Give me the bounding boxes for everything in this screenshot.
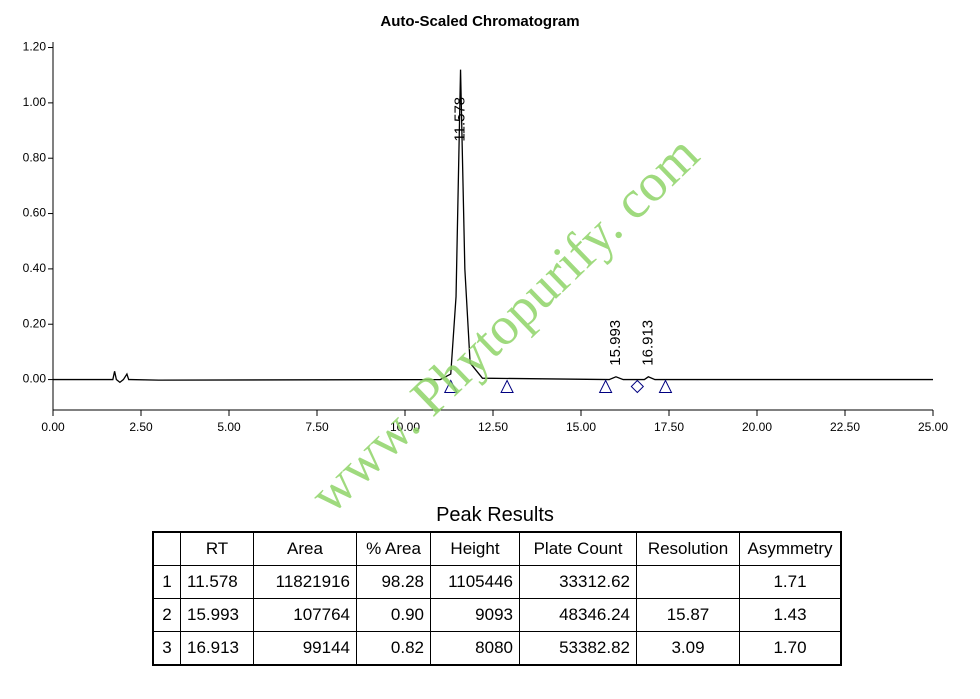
table-cell: 99144 [253,631,357,666]
header-cell: Height [430,531,520,566]
y-tick-label: 0.40 [23,261,47,275]
x-tick-label: 12.50 [478,420,508,434]
header-cell: % Area [356,531,431,566]
header-cell [152,531,181,566]
peak-table: RT Area% Area Height Plate Count Resolution A… [152,531,842,666]
table-cell: 11821916 [253,565,357,599]
table-cell: 1.70 [739,631,842,666]
table-cell: 1.43 [739,598,842,632]
table-cell: 8080 [430,631,520,666]
table-cell: 15.87 [636,598,740,632]
header-cell: Resolution [636,531,740,566]
table-cell: 9093 [430,598,520,632]
table-title: Peak Results [436,504,554,526]
table-cell: 11.578 [180,565,254,599]
peak-label: 11.578 [452,97,469,142]
x-tick-label: 5.00 [217,420,241,434]
table-cell: 0.82 [356,631,431,666]
trace [53,69,933,384]
table-cell: 98.28 [356,565,431,599]
x-tick-label: 7.50 [305,420,329,434]
header-cell: Asymmetry [739,531,842,566]
table-cell: 2 [152,598,181,632]
table-cell: 3 [152,631,181,666]
table-cell: 1 [152,565,181,599]
y-tick-label: 1.00 [23,95,47,109]
peak-label: 16.913 [639,320,656,366]
header-cell: Plate Count [519,531,637,566]
x-tick-label: 0.00 [41,420,65,434]
header-cell: RT [180,531,254,566]
baseline-marker [658,379,673,393]
header-cell: Area [253,531,357,566]
table-cell: 53382.82 [519,631,637,666]
table-row: 2 15.993 107764 0.90 9093 48346.24 15.87 1.43 [152,598,842,632]
x-tick-label: 22.50 [830,420,860,434]
x-tick-label: 2.50 [129,420,153,434]
table-cell: 15.993 [180,598,254,632]
x-tick-label: 10.00 [390,420,420,434]
table-cell: 1105446 [430,565,520,599]
table-row: 3 16.913 99144 0.82 8080 53382.82 3.09 1.70 [152,631,842,666]
baseline-marker [630,379,645,394]
x-tick-label: 20.00 [742,420,772,434]
x-tick-label: 17.50 [654,420,684,434]
table-cell: 16.913 [180,631,254,666]
x-tick-label: 15.00 [566,420,596,434]
table-cell: 1.71 [739,565,842,599]
header-row: RT Area% Area Height Plate Count Resolution A… [152,531,842,566]
y-tick-label: 0.60 [23,206,47,220]
chart-title: Auto-Scaled Chromatogram [380,13,579,30]
table-row: 1 11.578 11821916 98.28 1105446 33312.62 1.71 [152,565,842,599]
table-cell: 48346.24 [519,598,637,632]
peak-label: 15.993 [607,320,624,366]
y-tick-label: 1.20 [23,40,47,54]
table-cell: 107764 [253,598,357,632]
x-tick-label: 25.00 [918,420,948,434]
table-cell: 0.90 [356,598,431,632]
y-tick-label: 0.20 [23,316,47,330]
baseline-marker [443,379,458,393]
baseline-marker [598,379,613,393]
table-cell: 3.09 [636,631,740,666]
baseline-marker [500,379,514,393]
table-cell [636,565,740,599]
y-tick-label: 0.00 [23,372,47,386]
table-cell: 33312.62 [519,565,637,599]
y-tick-label: 0.80 [23,150,47,164]
